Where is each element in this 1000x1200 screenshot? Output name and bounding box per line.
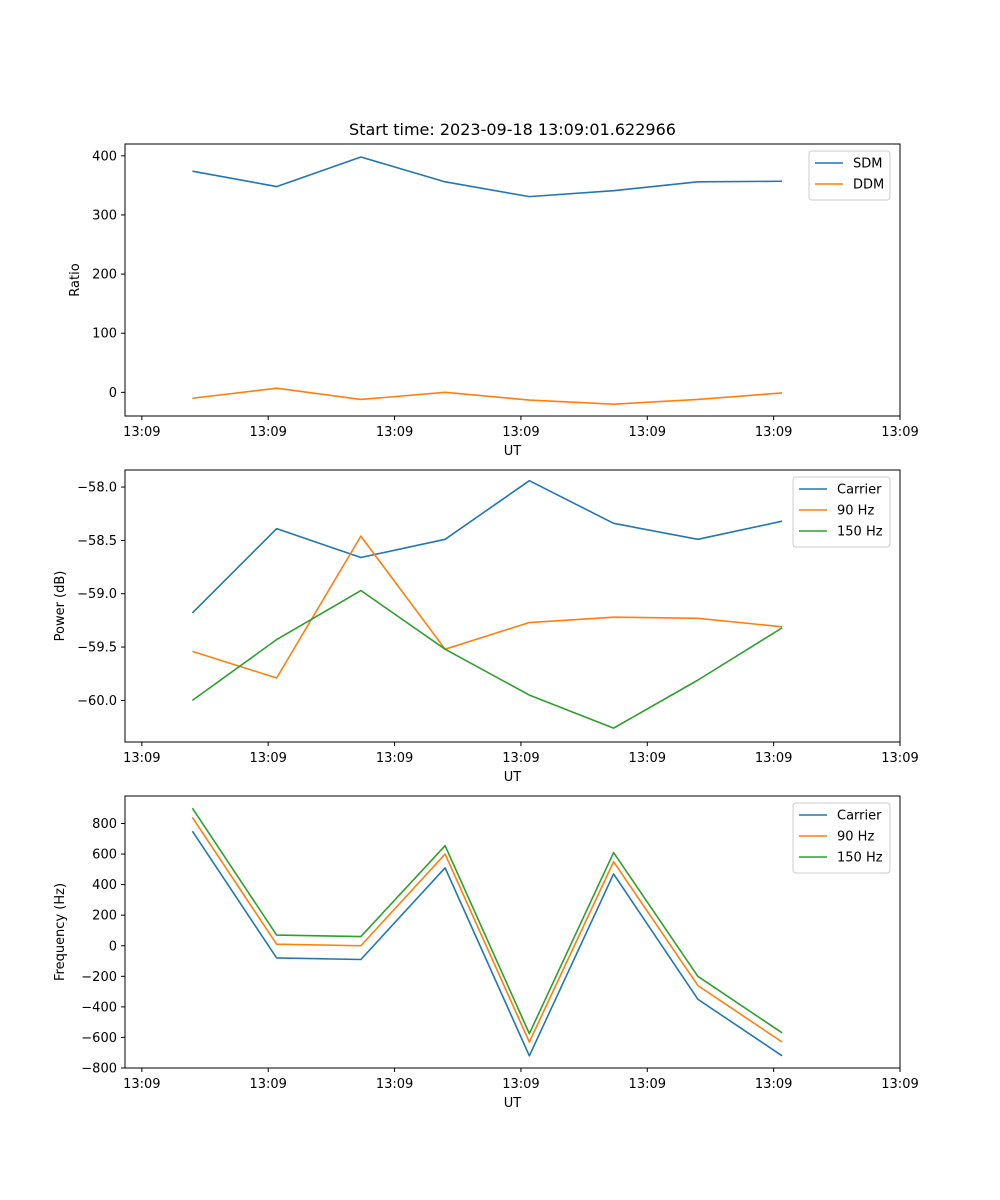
y-tick-label: −58.5 — [77, 534, 117, 549]
axes-frame — [124, 143, 901, 417]
y-axis-label: Frequency (Hz) — [53, 883, 68, 981]
axes-frame — [124, 469, 901, 743]
y-tick-label: 800 — [92, 817, 117, 832]
legend-entry: Carrier — [837, 809, 882, 824]
series-line-sdm — [192, 156, 783, 198]
x-tick-label: 13:09 — [249, 1077, 286, 1092]
y-axis-label: Power (dB) — [53, 571, 68, 642]
y-tick-label: 200 — [92, 909, 117, 924]
x-axis-label: UT — [504, 770, 522, 785]
y-tick-label: 200 — [92, 268, 117, 283]
y-tick-label: −600 — [81, 1031, 117, 1046]
x-tick-label: 13:09 — [881, 1077, 918, 1092]
axes-frame — [124, 795, 901, 1069]
y-tick-label: 600 — [92, 848, 117, 863]
x-tick-label: 13:09 — [755, 751, 792, 766]
legend-box — [792, 476, 891, 548]
x-tick-label: 13:09 — [123, 751, 160, 766]
legend-entry: 150 Hz — [837, 851, 883, 866]
legend: Carrier 90 Hz 150 Hz — [792, 802, 891, 874]
x-tick-label: 13:09 — [629, 1077, 666, 1092]
y-tick-label: 0 — [109, 386, 117, 401]
series-line-carrier — [191, 479, 783, 614]
series-line-90-hz — [192, 535, 783, 679]
x-tick-label: 13:09 — [249, 425, 286, 440]
chart-panel-1: Start time: 2023-09-18 13:09:01.622966 0 1… — [68, 120, 919, 459]
legend-box — [792, 802, 891, 874]
y-tick-label: −800 — [81, 1062, 117, 1077]
y-tick-label: −59.5 — [77, 641, 117, 656]
y-tick-label: 0 — [109, 939, 117, 954]
x-tick-label: 13:09 — [376, 751, 413, 766]
legend-entry: 90 Hz — [837, 830, 874, 845]
y-tick-label: 400 — [92, 878, 117, 893]
y-tick-label: −58.0 — [77, 481, 117, 496]
series-line-150-hz — [191, 807, 783, 1035]
series-line-90-hz — [191, 816, 783, 1043]
y-axis-label: Ratio — [68, 263, 83, 296]
y-tick-label: 300 — [92, 208, 117, 223]
legend-entry: DDM — [853, 178, 884, 193]
x-tick-label: 13:09 — [376, 1077, 413, 1092]
x-tick-label: 13:09 — [755, 425, 792, 440]
legend: Carrier 90 Hz 150 Hz — [792, 476, 891, 548]
chart-title: Start time: 2023-09-18 13:09:01.622966 — [349, 120, 676, 139]
x-tick-label: 13:09 — [502, 425, 539, 440]
x-tick-label: 13:09 — [629, 751, 666, 766]
x-axis-label: UT — [504, 1096, 522, 1111]
legend-entry: 90 Hz — [837, 504, 874, 519]
x-tick-label: 13:09 — [881, 751, 918, 766]
x-tick-label: 13:09 — [123, 1077, 160, 1092]
y-tick-label: −200 — [81, 970, 117, 985]
x-tick-label: 13:09 — [502, 751, 539, 766]
series-line-ddm — [192, 387, 783, 405]
series-line-carrier — [191, 830, 783, 1057]
legend-entry: 150 Hz — [837, 525, 883, 540]
y-tick-label: −59.0 — [77, 587, 117, 602]
x-tick-label: 13:09 — [629, 425, 666, 440]
x-tick-label: 13:09 — [502, 1077, 539, 1092]
y-tick-label: −400 — [81, 1000, 117, 1015]
x-tick-label: 13:09 — [249, 751, 286, 766]
chart-panel-2: −60.0 −59.5 −59.0 −58.5 −58.0 13:09 13:09 13:09… — [53, 469, 919, 785]
x-tick-label: 13:09 — [755, 1077, 792, 1092]
x-tick-label: 13:09 — [881, 425, 918, 440]
series-line-150-hz — [191, 589, 783, 729]
y-tick-label: −60.0 — [77, 694, 117, 709]
x-axis-label: UT — [504, 444, 522, 459]
legend: SDM DDM — [808, 150, 891, 201]
y-tick-label: 400 — [92, 149, 117, 164]
legend-entry: SDM — [853, 157, 882, 172]
x-tick-label: 13:09 — [123, 425, 160, 440]
chart-panel-3: −800 −600 −400 −200 0 200 400 600 800 13:09 13:09 1… — [53, 795, 919, 1111]
legend-entry: Carrier — [837, 483, 882, 498]
x-tick-label: 13:09 — [376, 425, 413, 440]
y-tick-label: 100 — [92, 327, 117, 342]
